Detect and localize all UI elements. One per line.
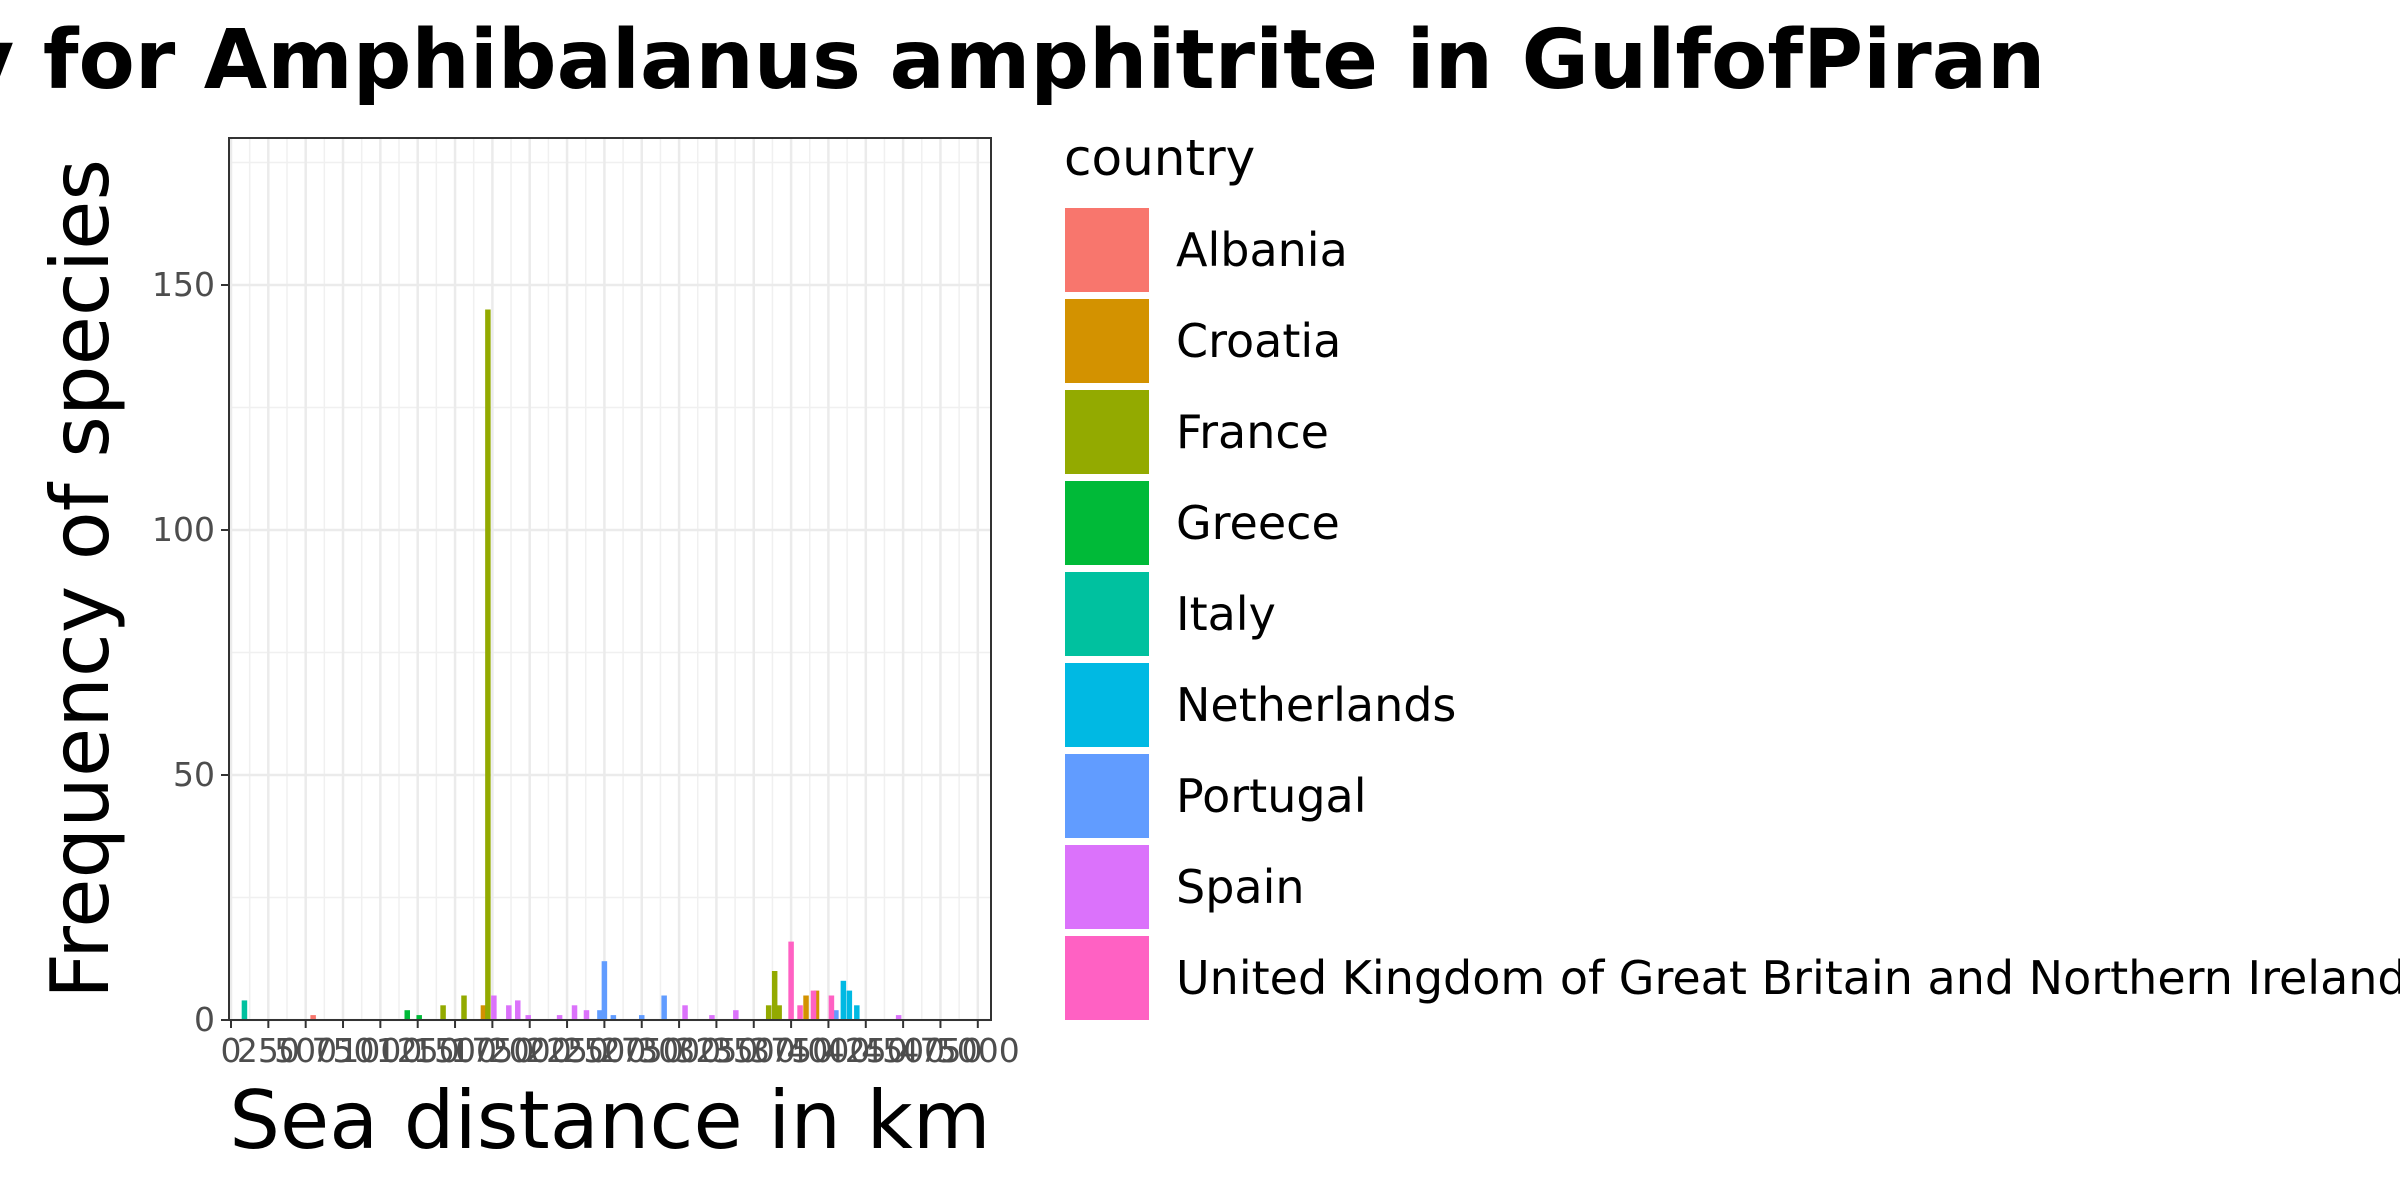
x-tick-label: 750 bbox=[312, 1031, 375, 1070]
bar bbox=[776, 1005, 782, 1020]
bar bbox=[461, 995, 467, 1020]
legend-key bbox=[1063, 297, 1151, 385]
legend-label: Spain bbox=[1176, 860, 1305, 914]
bar bbox=[440, 1005, 446, 1020]
x-tick-label: 4000 bbox=[786, 1031, 870, 1070]
bar bbox=[597, 1010, 603, 1020]
x-tick-label: 500 bbox=[274, 1031, 337, 1070]
bar bbox=[788, 941, 794, 1020]
bar bbox=[310, 1015, 316, 1020]
x-tick-label: 2750 bbox=[600, 1031, 684, 1070]
legend-label: Portugal bbox=[1176, 769, 1367, 823]
x-tick-label: 5000 bbox=[936, 1031, 1020, 1070]
bar bbox=[485, 309, 491, 1020]
bar bbox=[846, 990, 853, 1020]
legend-key bbox=[1063, 843, 1151, 931]
bar bbox=[833, 1010, 839, 1020]
x-tick-label: 0 bbox=[221, 1031, 242, 1070]
bar bbox=[506, 1005, 512, 1020]
x-tick-label: 4250 bbox=[824, 1031, 908, 1070]
y-tick-label: 100 bbox=[152, 510, 215, 549]
x-tick-label: 2500 bbox=[562, 1031, 646, 1070]
y-axis: 0 50 100 150 bbox=[152, 265, 229, 1039]
bar bbox=[571, 1005, 578, 1020]
bar bbox=[797, 1005, 803, 1020]
legend-key bbox=[1063, 206, 1151, 294]
bar bbox=[854, 1005, 860, 1020]
chart-title: Distances/country for Amphibalanus amphi… bbox=[0, 13, 2045, 108]
bar bbox=[480, 1005, 487, 1020]
x-tick-label: 3500 bbox=[712, 1031, 796, 1070]
bar bbox=[810, 990, 817, 1020]
x-tick-label: 1000 bbox=[338, 1031, 422, 1070]
x-axis: 0250500750100012501500175020002250250027… bbox=[221, 1020, 1020, 1070]
x-axis-title: Sea distance in km bbox=[229, 1074, 990, 1167]
grid-major bbox=[229, 138, 991, 1022]
bar bbox=[583, 1010, 590, 1020]
x-tick-label: 2250 bbox=[525, 1031, 609, 1070]
y-tick-label: 150 bbox=[152, 265, 215, 304]
bar bbox=[556, 1015, 563, 1020]
legend-key bbox=[1063, 661, 1151, 749]
bar bbox=[771, 971, 778, 1020]
x-tick-label: 4500 bbox=[861, 1031, 945, 1070]
legend-label: Italy bbox=[1176, 587, 1276, 641]
bar bbox=[610, 1015, 617, 1020]
bar bbox=[813, 990, 820, 1020]
bar bbox=[840, 980, 847, 1020]
y-tick-label: 0 bbox=[194, 1000, 215, 1039]
x-tick-label: 3750 bbox=[749, 1031, 833, 1070]
bar bbox=[601, 961, 608, 1020]
bar bbox=[515, 1000, 521, 1020]
x-tick-label: 250 bbox=[237, 1031, 300, 1070]
bar bbox=[895, 1015, 902, 1020]
bar bbox=[404, 1010, 410, 1020]
bar bbox=[828, 995, 835, 1020]
y-tick-label: 50 bbox=[173, 755, 215, 794]
bar bbox=[682, 1005, 688, 1020]
legend-label: Netherlands bbox=[1176, 678, 1456, 732]
bar bbox=[241, 1000, 248, 1020]
legend-key bbox=[1063, 388, 1151, 476]
legend-label: Albania bbox=[1176, 223, 1348, 277]
x-tick-label: 1500 bbox=[413, 1031, 497, 1070]
legend-label: Greece bbox=[1176, 496, 1340, 550]
bar bbox=[733, 1010, 739, 1020]
x-tick-label: 2000 bbox=[488, 1031, 572, 1070]
bar bbox=[638, 1015, 645, 1020]
legend-label: United Kingdom of Great Britain and Nort… bbox=[1176, 951, 2400, 1005]
x-tick-label: 1250 bbox=[376, 1031, 460, 1070]
bars bbox=[241, 309, 902, 1020]
bar bbox=[765, 1005, 772, 1020]
bar bbox=[491, 995, 497, 1020]
bar bbox=[709, 1015, 715, 1020]
legend-label: Croatia bbox=[1176, 314, 1341, 368]
x-tick-label: 1750 bbox=[450, 1031, 534, 1070]
legend-key bbox=[1063, 752, 1151, 840]
legend-key bbox=[1063, 934, 1151, 1022]
y-axis-title: Frequency of species bbox=[34, 159, 127, 999]
legend: Albania Croatia France Greece Italy Netherlan… bbox=[1063, 206, 2400, 1022]
bar bbox=[525, 1015, 531, 1020]
x-tick-label: 3250 bbox=[674, 1031, 758, 1070]
plot-border bbox=[228, 137, 992, 1021]
legend-title: country bbox=[1064, 129, 1255, 187]
legend-key bbox=[1063, 479, 1151, 567]
bar bbox=[803, 995, 809, 1020]
legend-label: France bbox=[1176, 405, 1329, 459]
bar bbox=[416, 1015, 422, 1020]
x-tick-label: 3000 bbox=[637, 1031, 721, 1070]
legend-key bbox=[1063, 570, 1151, 658]
x-tick-label: 4750 bbox=[898, 1031, 982, 1070]
bar bbox=[661, 995, 667, 1020]
